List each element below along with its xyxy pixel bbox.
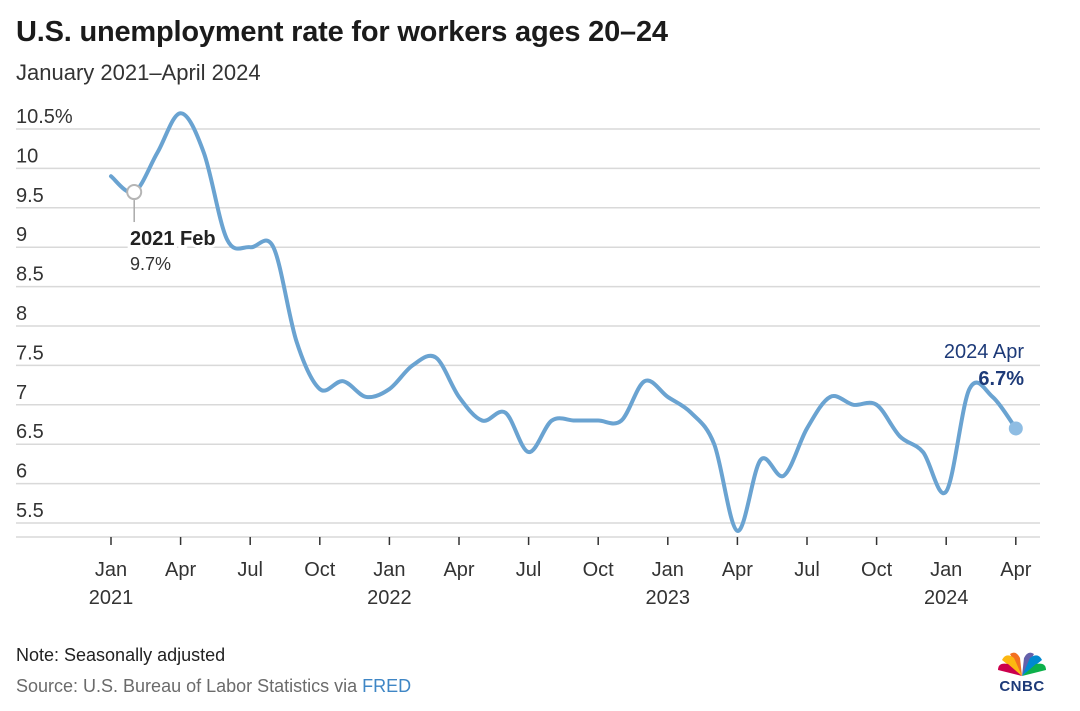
series-layer	[109, 111, 1018, 533]
x-tick-label-month: Jul	[516, 559, 542, 581]
x-tick-label-month: Jan	[373, 559, 405, 581]
chart-source: Source: U.S. Bureau of Labor Statistics …	[16, 676, 411, 697]
annotation-value-end: 6.7%	[978, 368, 1024, 390]
annotation-layer: 2021 Feb 9.7% 2024 Apr 6.7%	[126, 184, 1024, 436]
x-tick-label-year: 2021	[89, 587, 134, 609]
x-tick-label-year: 2023	[646, 587, 691, 609]
x-tick-label-month: Apr	[1000, 559, 1031, 581]
y-tick-label: 7.5	[16, 342, 44, 364]
x-tick-label-month: Apr	[165, 559, 196, 581]
x-tick-label-month: Oct	[583, 559, 615, 581]
x-tick-label-month: Apr	[722, 559, 753, 581]
y-tick-label: 9	[16, 224, 27, 246]
x-axis-tick-labels: Jan 2021 Apr Jul Oct Jan 2022 Apr Jul Oct Jan 2023 A…	[89, 537, 1032, 609]
y-tick-label: 6	[16, 461, 27, 483]
y-tick-label: 10	[16, 145, 38, 167]
grid-lines	[16, 128, 1040, 538]
x-tick-label-month: Jan	[652, 559, 684, 581]
y-axis-tick-labels: 5.5 6 6.5 7 7.5 8 8.5 9 9.5 10 10.5%	[16, 106, 73, 522]
annotation-label-start: 2021 Feb	[130, 228, 216, 250]
x-tick-label-month: Apr	[443, 559, 474, 581]
x-tick-label-month: Jan	[95, 559, 127, 581]
y-tick-label: 8	[16, 303, 27, 325]
line-chart: 5.5 6 6.5 7 7.5 8 8.5 9 9.5 10 10.5% Jan 2021 Apr Jul…	[16, 106, 1040, 609]
logo-text: CNBC	[999, 678, 1045, 695]
x-tick-label-month: Jan	[930, 559, 962, 581]
chart-subtitle: January 2021–April 2024	[16, 60, 261, 85]
y-tick-label: 9.5	[16, 185, 44, 207]
x-tick-label-month: Oct	[861, 559, 893, 581]
y-tick-label: 6.5	[16, 421, 44, 443]
chart-title: U.S. unemployment rate for workers ages …	[16, 16, 668, 48]
y-tick-label: 8.5	[16, 264, 44, 286]
x-tick-label-year: 2022	[367, 587, 412, 609]
cnbc-logo: CNBC	[990, 648, 1054, 696]
x-tick-label-month: Jul	[794, 559, 820, 581]
source-link-fred[interactable]: FRED	[362, 676, 412, 696]
annotation-marker-start	[126, 184, 143, 201]
y-tick-label: 7	[16, 382, 27, 404]
annotation-label-end: 2024 Apr	[944, 341, 1024, 363]
peacock-icon	[998, 652, 1046, 676]
x-tick-label-month: Jul	[237, 559, 263, 581]
source-text: Source: U.S. Bureau of Labor Statistics …	[16, 676, 363, 696]
annotation-value-start: 9.7%	[130, 254, 171, 274]
y-tick-label: 10.5%	[16, 106, 73, 128]
x-tick-label-year: 2024	[924, 587, 969, 609]
chart-note: Note: Seasonally adjusted	[16, 645, 226, 665]
annotation-marker-end	[1008, 421, 1023, 436]
series-line	[109, 111, 1018, 533]
x-tick-label-month: Oct	[304, 559, 336, 581]
y-tick-label: 5.5	[16, 500, 44, 522]
